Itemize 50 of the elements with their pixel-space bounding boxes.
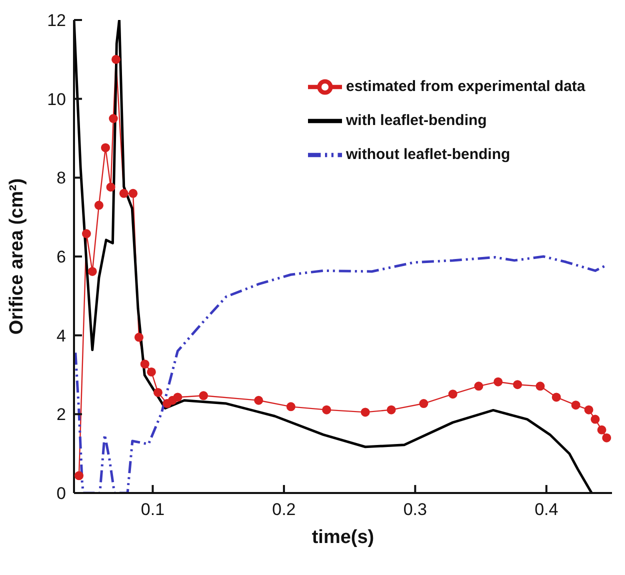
- y-axis-title: Orifice area (cm²): [6, 178, 28, 335]
- point: [536, 382, 545, 391]
- y-tick-label: 2: [56, 405, 66, 424]
- point: [474, 382, 484, 391]
- y-tick-label: 4: [56, 326, 66, 346]
- x-tick-label: 0.1: [140, 500, 165, 520]
- point: [571, 400, 580, 410]
- point: [140, 360, 150, 369]
- y-tick-label: 10: [47, 90, 66, 109]
- x-tick-label: 0.4: [534, 500, 558, 520]
- point: [106, 182, 116, 192]
- point: [94, 200, 104, 210]
- point: [134, 332, 144, 342]
- line-series: [74, 255, 608, 493]
- point: [88, 266, 97, 276]
- point: [74, 471, 84, 480]
- point: [448, 390, 458, 399]
- point: [419, 399, 428, 408]
- point: [513, 380, 522, 390]
- y-tick-label: 12: [47, 11, 66, 30]
- x-tick-label: 0.2: [272, 500, 296, 520]
- legend-label: without leaflet-bending: [346, 146, 510, 163]
- point: [602, 433, 612, 442]
- point: [100, 143, 110, 152]
- point: [360, 408, 370, 417]
- legend-label: estimated from experimental data: [346, 78, 586, 95]
- x-tick-label: 0.3: [403, 500, 427, 520]
- y-tick-label: 0: [56, 484, 66, 504]
- point: [494, 377, 503, 386]
- point: [173, 392, 182, 402]
- point: [153, 388, 162, 397]
- point: [590, 414, 600, 424]
- point: [584, 405, 594, 414]
- legend-label: with leaflet-bending: [346, 112, 487, 129]
- point: [119, 188, 128, 198]
- point: [597, 425, 606, 434]
- point: [128, 188, 138, 198]
- x-axis-title: time(s): [312, 527, 374, 548]
- y-tick-label: 8: [56, 168, 66, 188]
- point: [322, 405, 332, 414]
- point: [286, 402, 296, 412]
- point: [552, 392, 561, 402]
- point: [108, 114, 118, 124]
- point: [386, 405, 396, 414]
- point: [82, 229, 91, 238]
- point: [199, 391, 208, 400]
- y-tick-label: 6: [56, 248, 66, 267]
- point: [111, 54, 120, 64]
- point: [146, 367, 156, 376]
- point: [254, 396, 264, 405]
